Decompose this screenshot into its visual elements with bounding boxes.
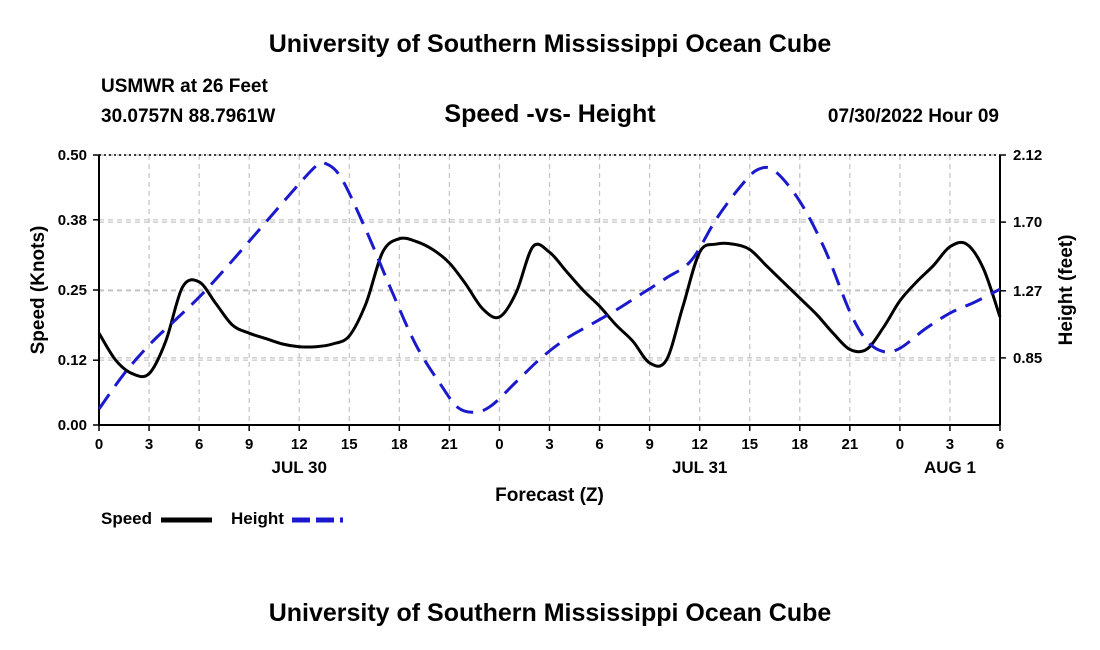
x-tick-label: 6	[595, 436, 603, 453]
station-label: USMWR at 26 Feet	[101, 76, 268, 97]
x-tick-label: 0	[896, 436, 904, 453]
x-axis-title: Forecast (Z)	[495, 485, 604, 506]
x-tick-label: 21	[841, 436, 858, 453]
x-tick-label: 0	[95, 436, 103, 453]
legend-height-label: Height	[231, 509, 284, 528]
y-left-tick-label: 0.50	[58, 147, 87, 164]
y-right-tick-label: 1.27	[1013, 283, 1042, 300]
forecast-timestamp: 07/30/2022 Hour 09	[827, 106, 999, 127]
legend-speed-label: Speed	[101, 509, 153, 528]
y-left-axis-title: Speed (Knots)	[28, 226, 49, 355]
y-right-tick-label: 2.12	[1013, 147, 1042, 164]
y-right-axis-title: Height (feet)	[1056, 235, 1077, 346]
page-title: University of Southern Mississippi Ocean…	[268, 30, 832, 58]
x-tick-label: 18	[791, 436, 808, 453]
y-left-tick-label: 0.38	[58, 212, 87, 229]
x-date-label: JUL 30	[271, 458, 326, 477]
footer-title: University of Southern Mississippi Ocean…	[268, 599, 832, 627]
x-date-label: JUL 31	[672, 458, 727, 477]
station-coordinates: 30.0757N 88.7961W	[101, 106, 276, 127]
y-left-tick-label: 0.25	[58, 282, 87, 299]
y-left-tick-label: 0.12	[58, 352, 87, 369]
x-tick-label: 6	[195, 436, 203, 453]
x-tick-label: 21	[441, 436, 458, 453]
x-tick-label: 3	[545, 436, 553, 453]
x-tick-label: 18	[391, 436, 408, 453]
x-tick-label: 3	[946, 436, 954, 453]
y-right-tick-label: 0.85	[1013, 350, 1042, 367]
x-tick-label: 9	[645, 436, 653, 453]
x-tick-label: 3	[145, 436, 153, 453]
chart-subtitle: Speed -vs- Height	[444, 100, 656, 128]
y-left-tick-label: 0.00	[58, 417, 87, 434]
x-tick-label: 15	[741, 436, 758, 453]
series-line-speed	[97, 236, 1002, 379]
x-date-label: AUG 1	[924, 458, 976, 477]
y-right-tick-label: 1.70	[1013, 214, 1042, 231]
series-line-height	[97, 160, 1001, 414]
x-tick-label: 0	[495, 436, 503, 453]
x-tick-label: 12	[691, 436, 708, 453]
x-tick-label: 12	[291, 436, 308, 453]
x-tick-label: 9	[245, 436, 253, 453]
x-tick-label: 15	[341, 436, 358, 453]
x-tick-label: 6	[996, 436, 1004, 453]
